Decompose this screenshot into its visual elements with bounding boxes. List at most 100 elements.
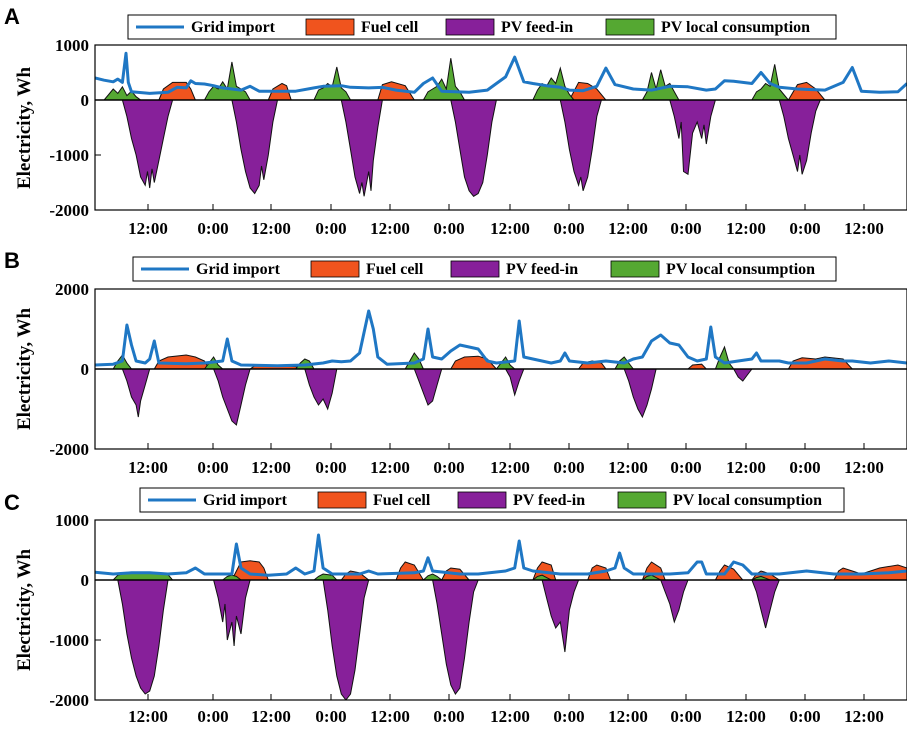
x-tick-label: 12:00 (370, 707, 410, 726)
y-tick-label: 2000 (55, 280, 89, 299)
x-tick-label: 12:00 (726, 219, 766, 238)
y-tick-label: -2000 (49, 691, 89, 710)
x-tick-label: 0:00 (433, 458, 464, 477)
legend-label-fuel-cell: Fuel cell (361, 19, 419, 36)
legend-swatch-pv-feed_in (457, 491, 507, 509)
pv-feed-in-area (431, 579, 479, 695)
x-tick-label: 0:00 (315, 219, 346, 238)
legend-label-fuel-cell: Fuel cell (366, 261, 424, 278)
axes-box (94, 44, 907, 211)
x-tick-label: 12:00 (608, 219, 648, 238)
pv-local-consumption-area (313, 66, 352, 101)
pv-feed-in-area (322, 579, 370, 700)
x-tick-label: 12:00 (608, 707, 648, 726)
y-tick-label: -1000 (49, 146, 89, 165)
legend-label-pv-feed_in: PV feed-in (506, 261, 578, 278)
y-tick-label: 0 (81, 91, 90, 110)
legend-swatch-fuel-cell (310, 260, 360, 278)
panel-letter: B (4, 248, 20, 273)
x-tick-label: 0:00 (553, 219, 584, 238)
grid-import-line (95, 533, 907, 577)
pv-feed-in-area (623, 368, 657, 419)
plot-area (95, 309, 907, 426)
pv-feed-in-area (413, 368, 443, 406)
pv-feed-in-area (778, 99, 822, 175)
pv-local-consumption-area (641, 69, 680, 101)
x-tick-label: 0:00 (315, 707, 346, 726)
legend-label-pv-local: PV local consumption (666, 261, 815, 278)
y-axis-label: Electricity, Wh (14, 308, 35, 431)
x-tick-label: 12:00 (608, 458, 648, 477)
grid-import-line (95, 309, 907, 368)
legend-label-fuel-cell: Fuel cell (373, 492, 431, 509)
x-tick-label: 12:00 (128, 707, 168, 726)
legend-swatch-pv-local (605, 18, 655, 36)
y-tick-label: 0 (81, 571, 90, 590)
grid-import-line (95, 51, 907, 95)
pv-feed-in-area (659, 579, 689, 624)
y-axis-label: Electricity, Wh (14, 549, 35, 672)
legend-swatch-pv-feed_in (445, 18, 495, 36)
pv-feed-in-area (231, 99, 279, 195)
x-tick-label: 0:00 (553, 707, 584, 726)
x-tick-label: 12:00 (490, 707, 530, 726)
x-tick-label: 12:00 (251, 458, 291, 477)
plot-area (95, 51, 907, 197)
pv-local-consumption-area (422, 58, 466, 101)
x-tick-label: 12:00 (251, 707, 291, 726)
axes-box (94, 519, 907, 701)
y-tick-label: 0 (81, 360, 90, 379)
panel-b: B 2000 0 -2000 12:00 0:00 12:00 0:00 12:00 0:00 12… (4, 248, 907, 477)
x-tick-label: 12:00 (844, 458, 884, 477)
pv-feed-in-area (450, 99, 498, 197)
panel-letter: C (4, 490, 20, 515)
legend-swatch-pv-feed_in (450, 260, 500, 278)
x-tick-label: 0:00 (197, 707, 228, 726)
pv-feed-in-area (117, 579, 169, 695)
legend-swatch-pv-local (610, 260, 660, 278)
x-tick-label: 12:00 (251, 219, 291, 238)
legend-swatch-fuel-cell (317, 491, 367, 509)
x-tick-label: 0:00 (433, 219, 464, 238)
y-tick-label: -2000 (49, 440, 89, 459)
x-tick-label: 0:00 (197, 219, 228, 238)
x-tick-label: 0:00 (433, 707, 464, 726)
pv-feed-in-area (121, 99, 174, 189)
x-tick-label: 12:00 (726, 707, 766, 726)
legend-label-pv-local: PV local consumption (673, 492, 822, 509)
legend-label-pv-feed_in: PV feed-in (513, 492, 585, 509)
x-tick-label: 0:00 (197, 458, 228, 477)
x-tick-label: 0:00 (670, 707, 701, 726)
y-tick-label: -2000 (49, 201, 89, 220)
x-tick-label: 12:00 (128, 219, 168, 238)
pv-feed-in-area (751, 579, 781, 629)
y-axis-label: Electricity, Wh (14, 67, 35, 190)
legend-label-grid-import: Grid import (191, 19, 276, 36)
pv-feed-in-area (212, 368, 251, 426)
pv-local-consumption-area (103, 85, 143, 101)
legend-label-pv-local: PV local consumption (661, 19, 810, 36)
pv-feed-in-area (212, 579, 251, 647)
panel-c: C 1000 0 -1000 -2000 12:00 0:00 12:00 0:00 12:00 0… (4, 487, 907, 726)
legend-swatch-pv-local (617, 491, 667, 509)
x-tick-label: 12:00 (844, 707, 884, 726)
x-tick-label: 12:00 (370, 219, 410, 238)
x-tick-label: 0:00 (670, 458, 701, 477)
x-tick-label: 12:00 (490, 458, 530, 477)
x-tick-label: 0:00 (789, 219, 820, 238)
panel-letter: A (4, 4, 20, 29)
pv-feed-in-area (304, 368, 338, 411)
legend: Grid import Fuel cell PV feed-in PV local c… (132, 256, 837, 282)
x-tick-label: 12:00 (490, 219, 530, 238)
y-tick-label: 1000 (55, 36, 89, 55)
x-tick-label: 0:00 (315, 458, 346, 477)
y-tick-label: 1000 (55, 511, 89, 530)
x-tick-label: 0:00 (789, 707, 820, 726)
x-tick-label: 12:00 (370, 458, 410, 477)
pv-feed-in-area (541, 579, 580, 653)
pv-feed-in-area (559, 99, 603, 191)
legend: Grid import Fuel cell PV feed-in PV local c… (127, 14, 837, 40)
x-tick-label: 12:00 (128, 458, 168, 477)
